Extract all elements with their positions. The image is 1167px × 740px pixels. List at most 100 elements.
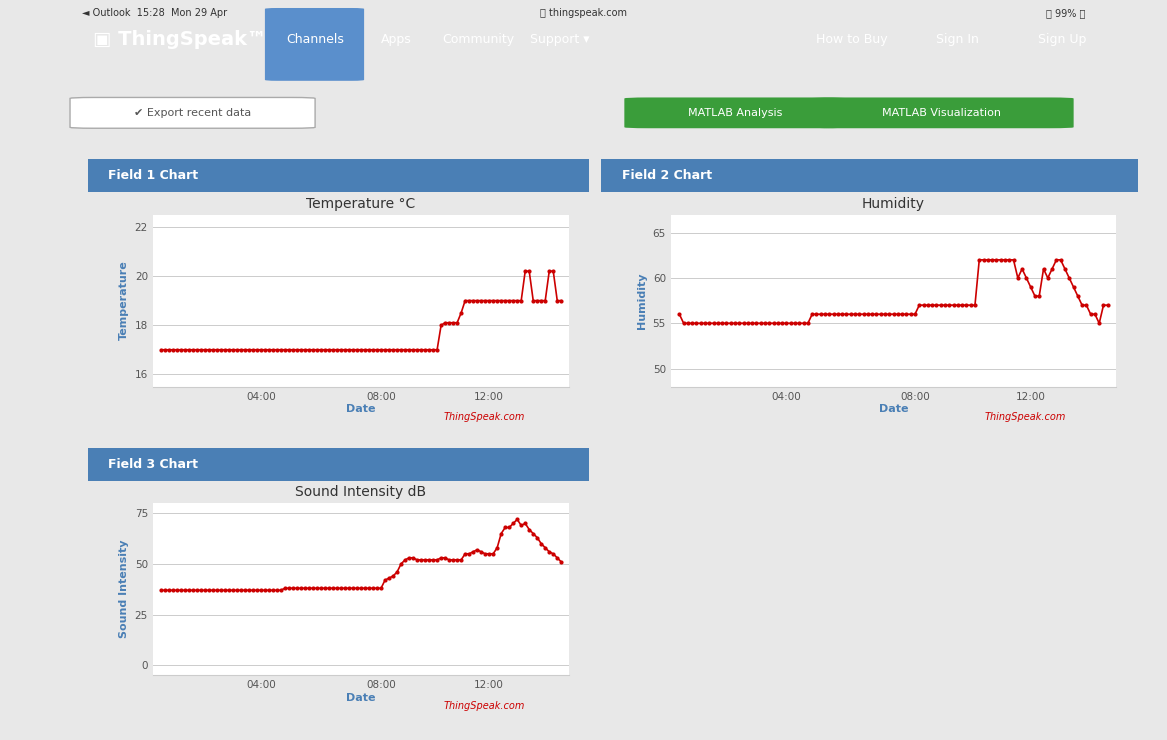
Point [519, 265, 538, 277]
Point [764, 317, 783, 329]
Point [224, 344, 243, 356]
X-axis label: Date: Date [347, 693, 376, 703]
Point [376, 344, 394, 356]
Point [841, 309, 860, 320]
Point [726, 317, 745, 329]
Point [372, 344, 391, 356]
Point [1034, 263, 1053, 275]
Point [499, 522, 518, 534]
Point [1030, 290, 1049, 302]
Point [816, 309, 834, 320]
Point [172, 344, 190, 356]
Point [244, 585, 263, 596]
Point [987, 254, 1006, 266]
Point [914, 299, 932, 311]
Point [295, 582, 314, 594]
Point [906, 309, 924, 320]
Point [516, 265, 534, 277]
Point [228, 585, 246, 596]
Point [901, 309, 920, 320]
Title: Humidity: Humidity [862, 197, 925, 211]
Point [524, 295, 543, 306]
Point [785, 317, 804, 329]
Text: 📶 99% 🔋: 📶 99% 🔋 [1046, 8, 1085, 18]
Point [496, 295, 515, 306]
Point [544, 265, 562, 277]
Point [1047, 254, 1065, 266]
Title: Sound Intensity dB: Sound Intensity dB [295, 485, 427, 500]
Point [476, 295, 495, 306]
Point [456, 295, 475, 306]
Point [287, 582, 306, 594]
Point [512, 295, 531, 306]
Point [219, 585, 238, 596]
Point [384, 570, 403, 582]
Point [160, 585, 179, 596]
Point [760, 317, 778, 329]
Text: ThingSpeak.com: ThingSpeak.com [985, 412, 1065, 423]
Point [854, 309, 873, 320]
Point [303, 582, 322, 594]
Point [448, 317, 467, 329]
Y-axis label: Temperature: Temperature [119, 260, 130, 340]
Point [359, 344, 378, 356]
Text: Sign In: Sign In [936, 33, 978, 47]
Point [527, 295, 546, 306]
Point [957, 299, 976, 311]
Point [1098, 299, 1117, 311]
Point [488, 295, 506, 306]
Point [300, 344, 319, 356]
Text: Field 2 Chart: Field 2 Chart [622, 169, 713, 182]
Point [846, 309, 865, 320]
Point [356, 344, 375, 356]
Point [211, 344, 230, 356]
Point [203, 344, 222, 356]
Point [1077, 299, 1096, 311]
Point [1072, 299, 1091, 311]
Point [424, 554, 442, 566]
Point [691, 317, 710, 329]
Point [484, 548, 503, 559]
Point [275, 582, 294, 594]
Point [180, 344, 198, 356]
Point [200, 585, 218, 596]
Point [280, 344, 299, 356]
Point [491, 528, 510, 539]
Point [544, 548, 562, 559]
Point [348, 582, 366, 594]
Point [670, 309, 689, 320]
Point [463, 546, 482, 558]
Point [331, 344, 350, 356]
Point [216, 344, 235, 356]
Point [368, 344, 386, 356]
Point [415, 554, 434, 566]
Point [1026, 290, 1044, 302]
Point [1043, 263, 1062, 275]
Point [163, 585, 182, 596]
Point [372, 582, 391, 594]
Point [424, 344, 442, 356]
Point [183, 585, 202, 596]
Point [918, 299, 937, 311]
Point [236, 344, 254, 356]
Point [272, 585, 291, 596]
Text: Support ▾: Support ▾ [531, 33, 589, 47]
Point [683, 317, 701, 329]
Point [252, 585, 271, 596]
Point [452, 554, 470, 566]
Text: Apps: Apps [382, 33, 412, 47]
Point [167, 585, 186, 596]
Point [392, 344, 411, 356]
Point [359, 582, 378, 594]
X-axis label: Date: Date [879, 404, 908, 414]
Point [400, 344, 419, 356]
Point [172, 585, 190, 596]
Point [939, 299, 958, 311]
Point [532, 295, 551, 306]
Point [387, 566, 406, 578]
Point [432, 552, 450, 564]
Point [790, 317, 809, 329]
Point [420, 344, 439, 356]
Point [516, 517, 534, 529]
Point [315, 344, 334, 356]
